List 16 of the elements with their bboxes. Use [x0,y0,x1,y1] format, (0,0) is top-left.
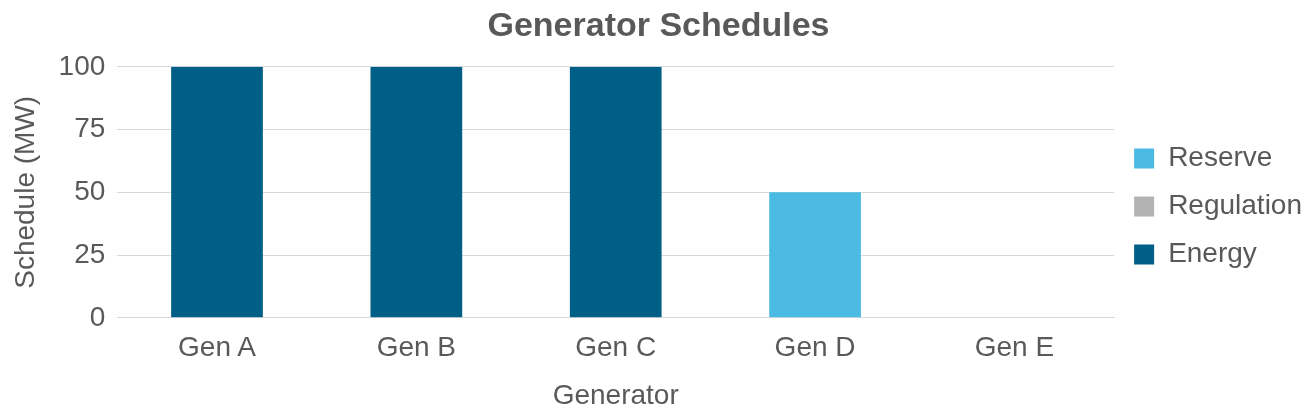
x-tick-label: Gen C [575,331,657,363]
y-tick-label: 0 [89,300,106,332]
x-tick-label: Gen E [974,331,1055,363]
y-tick-label: 100 [58,49,106,81]
legend-label: Energy [1168,237,1257,269]
x-axis-title: Generator [552,378,679,410]
x-tick-label: Gen B [376,331,457,363]
x-tick-label: Gen A [178,331,257,363]
chart-title: Generator Schedules [487,4,830,43]
y-tick-label: 25 [74,237,106,269]
y-tick-label: 50 [74,175,106,207]
x-tick-label: Gen D [774,331,856,363]
legend-label: Regulation [1168,189,1302,221]
y-axis-title: Schedule (MW) [8,95,40,289]
y-tick-label: 75 [74,112,106,144]
legend-label: Reserve [1168,141,1273,173]
